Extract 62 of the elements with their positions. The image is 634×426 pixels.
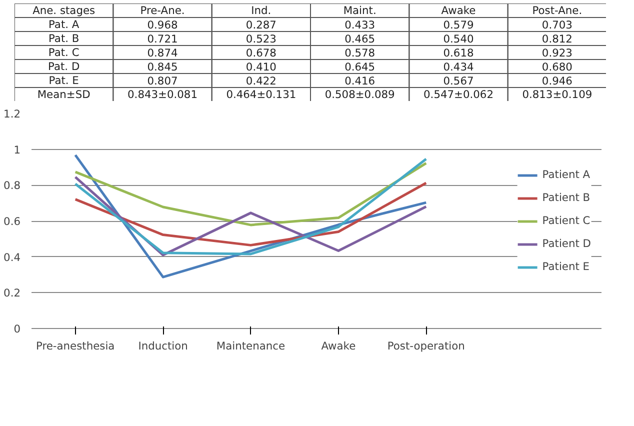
text: 0.807	[147, 74, 178, 88]
x-tick-label: Pre-anesthesia	[36, 340, 115, 352]
y-tick-label: 0.6	[4, 215, 21, 228]
text: 0.464±0.131	[226, 88, 296, 101]
text: 0.465	[344, 32, 376, 46]
text: Ind.	[251, 4, 272, 17]
text: 0.540	[443, 32, 474, 46]
text: Maint.	[343, 4, 376, 17]
text: Pat. A	[48, 18, 80, 31]
text: 0.874	[147, 46, 178, 60]
text: 0.416	[344, 74, 376, 88]
x-tick-label: Induction	[138, 340, 188, 352]
text: 0.946	[542, 74, 573, 88]
x-tick-label: Post-operation	[387, 340, 465, 352]
text: 0.547±0.062	[424, 88, 494, 101]
y-tick-label: 0.8	[4, 179, 21, 192]
text: 0.410	[246, 60, 277, 74]
legend-label: Patient E	[542, 260, 590, 273]
legend-label: Patient C	[542, 214, 590, 227]
text: 0.812	[542, 32, 572, 46]
y-tick-label: 0.4	[4, 250, 21, 264]
text: 0.422	[246, 74, 276, 88]
text: Pat. D	[48, 60, 80, 73]
text: 0.843±0.081	[128, 88, 198, 101]
line-series	[74, 162, 428, 226]
legend-label: Patient A	[542, 168, 590, 181]
x-tick-label: Maintenance	[216, 340, 286, 352]
text: 0.618	[443, 46, 474, 60]
y-tick-label: 1	[14, 143, 20, 156]
line-series	[74, 158, 428, 256]
y-tick-label: 1.2	[4, 108, 21, 120]
text: 0.645	[344, 60, 376, 74]
text: 0.523	[246, 32, 276, 46]
text: 0.508±0.089	[324, 88, 396, 101]
y-tick-label: 0	[14, 322, 21, 336]
line-series	[74, 182, 428, 246]
text: Mean±SD	[37, 88, 90, 101]
text: Post-Ane.	[532, 4, 582, 17]
text: Ane. stages	[32, 4, 96, 17]
text: Pat. B	[48, 32, 80, 45]
text: 0.813±0.109	[522, 88, 592, 101]
text: 0.578	[344, 46, 376, 60]
text: 0.287	[246, 18, 276, 32]
text: 0.703	[542, 18, 572, 32]
legend-label: Patient B	[542, 191, 590, 204]
text: 0.721	[147, 32, 178, 46]
text: 0.845	[147, 60, 178, 74]
y-tick-label: 0.2	[4, 286, 21, 300]
text: 0.433	[344, 18, 376, 32]
text: 0.567	[443, 74, 474, 88]
text: Pat. E	[48, 74, 80, 87]
text: Pre-Ane.	[140, 4, 185, 17]
text: Pat. C	[48, 46, 80, 59]
text: 0.923	[542, 46, 572, 60]
text: Awake	[441, 4, 476, 17]
text: 0.579	[443, 18, 474, 32]
x-tick-label: Awake	[321, 340, 356, 352]
legend-label: Patient D	[542, 237, 591, 250]
text: 0.968	[147, 18, 178, 32]
text: 0.434	[443, 60, 474, 74]
text: 0.680	[542, 60, 573, 74]
text: 0.678	[246, 46, 277, 60]
